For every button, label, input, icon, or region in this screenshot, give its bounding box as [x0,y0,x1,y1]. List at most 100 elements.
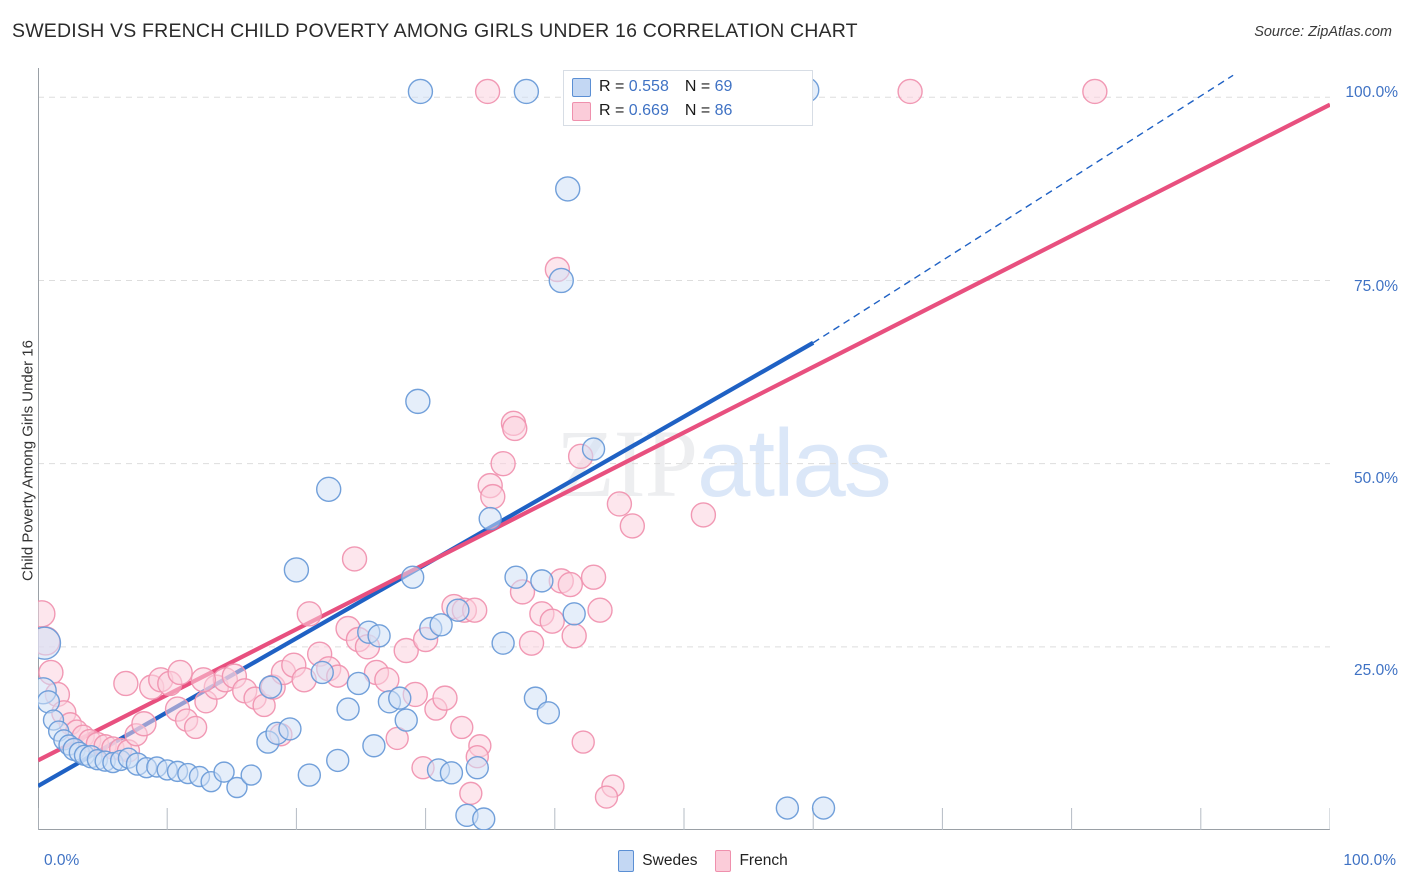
scatter-svg [38,68,1330,830]
legend-swatch-french-icon [715,850,732,872]
swedes-swatch-icon [572,77,591,97]
data-point [897,78,923,105]
data-point [490,450,516,477]
data-point [336,697,360,721]
legend-label-french: French [739,852,788,869]
data-point [557,571,583,598]
data-point [775,796,800,820]
data-point [407,78,434,105]
data-point [167,659,193,686]
data-point [341,546,368,572]
data-point [283,557,310,583]
data-point [491,631,515,655]
data-point [326,748,350,773]
plot-area [38,68,1330,830]
data-point [504,565,528,589]
data-point [465,756,489,780]
data-point [690,502,717,528]
data-point [606,491,633,517]
data-point [548,267,574,294]
data-point [446,598,470,622]
trendline-french [38,102,1330,763]
data-point [183,715,208,740]
data-point [581,437,606,461]
data-point [530,569,554,593]
data-point [523,686,548,710]
data-point [38,626,62,660]
data-point [539,608,565,634]
trendline-extension-swedes [812,74,1234,344]
y-tick-50: 50.0% [1354,470,1398,487]
data-point [393,637,419,664]
swedes-n-label: N = [684,78,715,95]
points-french [38,78,1108,809]
data-point [518,630,545,656]
french-n-label: N = [684,102,715,119]
french-r-label: R = [599,102,629,119]
y-tick-25: 25.0% [1354,662,1398,679]
swedes-r-value: 0.558 [628,78,669,95]
data-point [38,690,61,714]
data-point [502,415,528,442]
data-point [561,623,587,649]
data-point [362,734,386,758]
data-point [297,763,322,787]
data-point [474,78,501,105]
data-point [131,711,157,737]
french-n-value: 86 [714,102,733,119]
stats-legend-row-french: R = 0.669 N = 86 [572,99,804,123]
data-point [450,715,474,740]
data-point [432,685,458,711]
swedes-n-value: 69 [714,78,733,95]
data-point [478,506,502,531]
data-point [113,670,139,697]
data-point [190,667,217,693]
legend-item-swedes[interactable]: Swedes [618,850,697,872]
data-point [594,785,619,809]
data-point [472,807,496,830]
french-r-value: 0.669 [628,102,669,119]
data-point [38,600,56,628]
series-legend: Swedes French [0,850,1406,872]
swedes-r-label: R = [599,78,629,95]
data-point [536,701,561,725]
source-attribution: Source: ZipAtlas.com [1254,24,1392,40]
data-point [316,476,342,502]
data-point [213,761,235,783]
x-tick-max: 100.0% [1343,852,1396,869]
data-point [580,564,607,590]
data-point [513,78,540,105]
legend-label-swedes: Swedes [642,852,698,869]
data-point [571,730,595,754]
data-point [459,781,483,806]
data-point [400,565,425,589]
data-point [226,776,248,799]
y-tick-100: 100.0% [1345,84,1398,101]
y-tick-75: 75.0% [1354,278,1398,295]
data-point [811,796,836,820]
data-point [296,601,323,627]
data-point [388,686,412,710]
data-point [310,660,334,685]
data-point [619,513,646,539]
data-point [394,708,418,732]
data-point [1082,78,1108,105]
data-point [405,388,431,415]
data-point [429,613,453,637]
data-point [562,602,586,626]
points-swedes [38,77,836,830]
legend-item-french[interactable]: French [715,850,788,872]
page-title: SWEDISH VS FRENCH CHILD POVERTY AMONG GI… [12,20,858,42]
data-point [240,764,262,786]
french-swatch-icon [572,101,591,121]
data-point [258,675,283,699]
x-tick-min: 0.0% [44,852,80,869]
y-axis-title: Child Poverty Among Girls Under 16 [19,340,37,581]
data-point [367,624,391,648]
legend-swatch-swedes-icon [618,850,635,872]
data-point [439,761,464,785]
data-point [587,597,613,623]
stats-legend-row-swedes: R = 0.558 N = 69 [572,75,804,99]
data-point [555,176,581,202]
